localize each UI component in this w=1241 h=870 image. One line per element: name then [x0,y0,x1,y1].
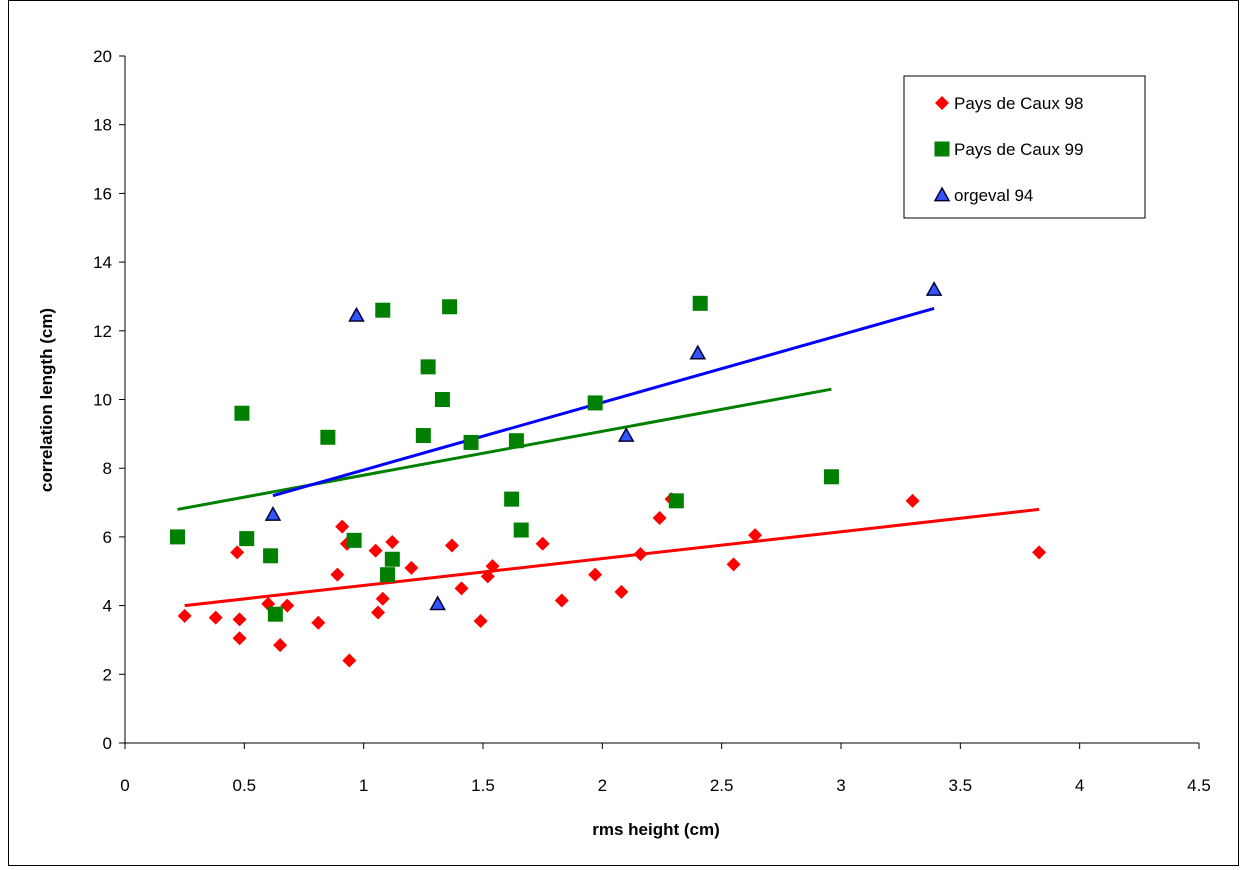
y-tick-label: 14 [93,253,112,272]
data-point-series-0 [905,493,920,508]
data-point-series-0 [633,547,648,562]
x-tick-label: 4.5 [1187,776,1211,795]
axes: 0 2 4 6 8 10 12 14 16 18 20 0 0.5 1 1.5 2 2.5 3 3.5 4 4.5 [93,47,1211,795]
data-point-series-1 [346,532,362,548]
data-point-series-0 [444,538,459,553]
legend-label-1: Pays de Caux 99 [954,140,1083,159]
data-point-series-1 [380,567,396,583]
data-point-series-1 [692,295,708,311]
data-point-series-0 [177,608,192,623]
trendline-1 [177,387,832,511]
data-point-series-0 [330,567,345,582]
data-point-series-0 [208,610,223,625]
x-tick-label: 4 [1075,776,1084,795]
y-tick-label: 8 [103,459,112,478]
data-point-series-0 [480,569,495,584]
data-point-series-1 [234,405,250,421]
data-point-series-1 [587,395,603,411]
data-point-series-0 [404,560,419,575]
data-point-series-2 [429,595,446,611]
markers [170,281,1047,668]
data-point-series-1 [263,548,279,564]
data-point-series-0 [230,545,245,560]
x-axis-title: rms height (cm) [592,820,720,839]
y-tick-label: 4 [103,597,112,616]
data-point-series-0 [535,536,550,551]
data-point-series-0 [485,559,500,574]
data-point-series-0 [335,519,350,534]
data-point-series-2 [348,306,365,322]
data-point-series-1 [508,433,524,449]
legend-marker-0 [935,96,949,110]
data-point-series-2 [925,281,943,296]
x-tick-label: 2.5 [710,776,734,795]
data-point-series-1 [384,551,400,567]
y-tick-label: 10 [93,391,112,410]
data-point-series-1 [434,392,450,407]
data-point-series-0 [726,557,741,572]
y-tick-label: 2 [103,665,112,684]
data-point-series-1 [375,302,391,318]
data-point-series-0 [232,612,247,627]
data-point-series-1 [513,522,529,538]
data-point-series-1 [668,493,684,509]
data-point-series-0 [614,584,629,599]
data-point-series-0 [342,653,357,668]
data-point-series-0 [588,567,603,582]
data-point-series-0 [280,598,295,613]
legend: Pays de Caux 98 Pays de Caux 99 orgeval 94 [903,75,1146,219]
data-point-series-1 [170,529,186,545]
trendlines [177,307,1040,608]
data-point-series-1 [823,469,839,485]
trendline-2 [272,307,935,498]
data-point-series-1 [420,359,436,375]
x-tick-label: 3.5 [949,776,973,795]
y-tick-label: 18 [93,116,112,135]
data-point-series-0 [273,638,288,653]
data-point-series-0 [554,593,569,608]
data-point-series-0 [1032,545,1047,560]
data-point-series-1 [504,491,520,507]
data-point-series-0 [385,535,400,550]
data-point-series-0 [232,631,247,646]
legend-marker-1 [934,141,950,157]
data-point-series-1 [239,531,255,547]
x-tick-label: 3 [836,776,845,795]
data-point-series-0 [454,581,469,596]
y-tick-label: 12 [93,322,112,341]
legend-label-2: orgeval 94 [954,186,1033,205]
data-point-series-0 [370,605,385,620]
y-tick-label: 6 [103,528,112,547]
x-tick-label: 1 [359,776,368,795]
data-point-series-1 [442,299,458,315]
data-point-series-1 [463,434,479,450]
x-tick-label: 0 [120,776,129,795]
data-point-series-1 [267,606,283,622]
data-point-series-0 [748,528,763,543]
y-tick-label: 20 [93,47,112,66]
y-tick-label: 16 [93,184,112,203]
x-tick-label: 0.5 [233,776,257,795]
data-point-series-0 [311,615,326,630]
data-point-series-0 [652,511,667,526]
data-point-series-0 [375,591,390,606]
trendline-0 [184,507,1040,608]
data-point-series-2 [264,506,282,521]
legend-label-0: Pays de Caux 98 [954,94,1083,113]
data-point-series-2 [617,427,635,442]
x-tick-label: 1.5 [471,776,495,795]
legend-marker-2 [933,186,951,202]
data-point-series-0 [368,543,383,558]
data-point-series-0 [473,614,488,629]
y-tick-label: 0 [103,734,112,753]
data-point-series-1 [320,429,336,445]
data-point-series-1 [415,428,431,444]
y-axis-title: correlation length (cm) [37,308,56,492]
x-tick-label: 2 [598,776,607,795]
data-point-series-2 [689,344,707,360]
